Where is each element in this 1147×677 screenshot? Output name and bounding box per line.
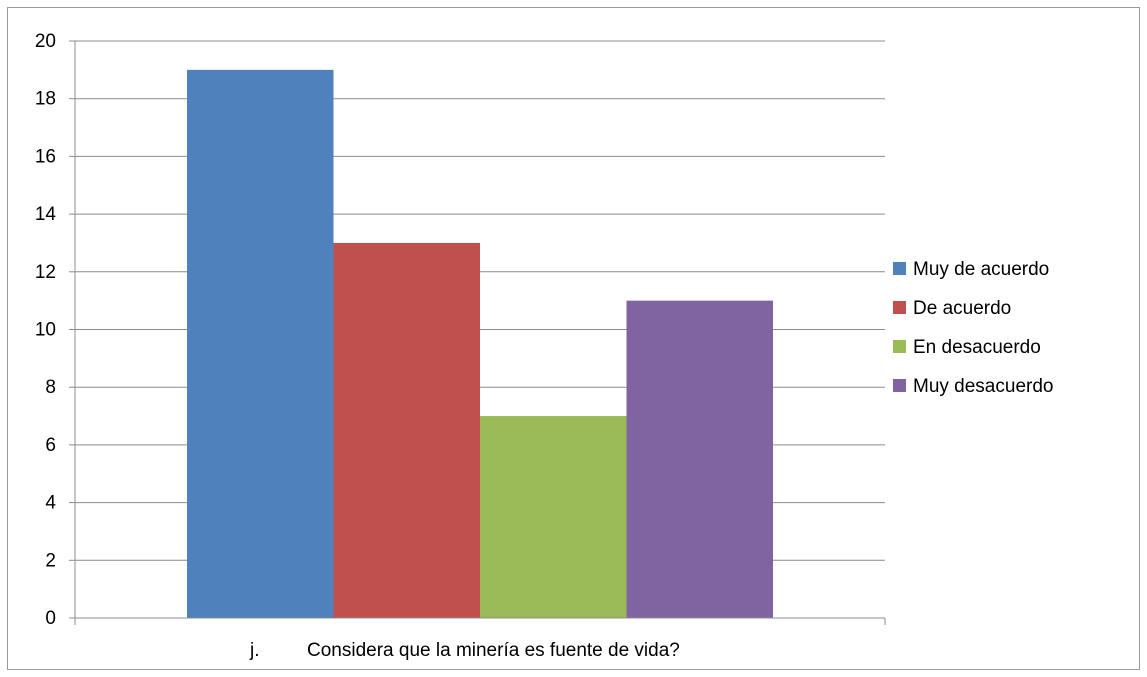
bars — [187, 69, 773, 619]
bar-muy-desacuerdo — [626, 300, 773, 618]
legend: Muy de acuerdo De acuerdo En desacuerdo Muy… — [893, 259, 1053, 397]
y-tick-label: 16 — [35, 146, 56, 167]
y-tick-label: 8 — [45, 377, 56, 398]
legend-swatch — [893, 379, 906, 392]
bar-de-acuerdo — [333, 242, 480, 618]
legend-swatch — [893, 340, 906, 353]
legend-label: En desacuerdo — [913, 337, 1041, 358]
y-tick-label: 6 — [45, 435, 56, 456]
y-tick-label: 4 — [45, 493, 56, 514]
legend-label: De acuerdo — [913, 298, 1011, 319]
legend-label: Muy desacuerdo — [913, 376, 1053, 397]
axes — [69, 41, 886, 625]
y-tick-label: 2 — [45, 550, 56, 571]
bar-muy-de-acuerdo — [187, 69, 334, 619]
y-tick-label: 20 — [35, 31, 56, 52]
legend-swatch — [893, 301, 906, 314]
legend-label: Muy de acuerdo — [913, 259, 1049, 280]
y-tick-label: 0 — [45, 608, 56, 629]
y-tick-label: 18 — [35, 89, 56, 110]
y-tick-label: 12 — [35, 262, 56, 283]
y-axis-ticks: 0 2 4 6 8 10 12 14 16 18 20 — [35, 31, 75, 629]
legend-swatch — [893, 262, 906, 275]
category-label: j. Considera que la minería es fuente de… — [249, 640, 680, 661]
bar-en-desacuerdo — [480, 416, 627, 618]
y-tick-label: 14 — [35, 204, 57, 225]
y-tick-label: 10 — [35, 320, 56, 341]
